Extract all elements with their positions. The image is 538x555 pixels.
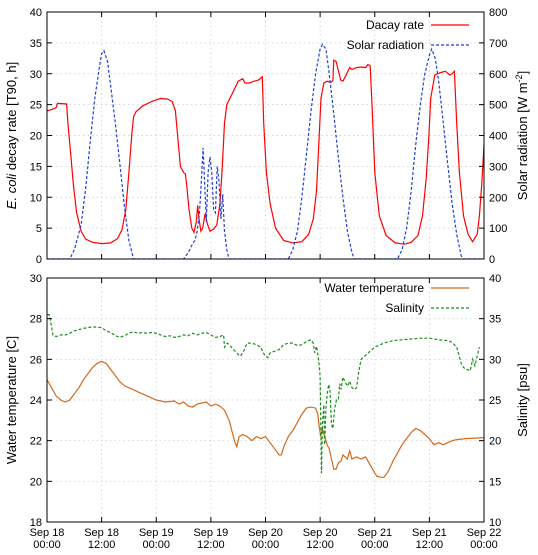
y-axis-label-left: Water temperature [C]	[4, 336, 19, 464]
panel-2: 18 20 22 24 26 28 30 10 15 20 25 30 35 40 Sep 18 00:00 S…	[4, 273, 530, 551]
y-tick-label-left: 0	[36, 254, 42, 266]
series-line-1-1	[47, 59, 484, 245]
x-tick-label: Sep 20 12:00	[303, 527, 338, 550]
legend-label: Dacay rate	[366, 18, 424, 32]
y-tick-label-right: 500	[489, 100, 507, 112]
y-tick-label-right: 0	[489, 254, 495, 266]
x-tick-label: Sep 19 12:00	[193, 527, 228, 550]
x-tick-label: Sep 19 00:00	[139, 527, 174, 550]
y-tick-label-left: 30	[30, 69, 42, 81]
y-tick-label-left: 40	[30, 7, 42, 19]
y-tick-label-left: 35	[30, 38, 42, 50]
legend-label: Salinity	[385, 301, 424, 315]
legend: Dacay rate Solar radiation	[347, 18, 469, 52]
y-tick-label-right: 300	[489, 161, 507, 173]
y-tick-label-right: 100	[489, 223, 507, 235]
y-tick-label-right: 200	[489, 192, 507, 204]
legend: Water temperature Salinity	[324, 281, 469, 315]
y-tick-label-left: 10	[30, 192, 42, 204]
legend-label: Water temperature	[324, 281, 424, 295]
series-line-2-1	[47, 360, 484, 478]
x-tick-label: Sep 21 12:00	[412, 527, 447, 550]
y-tick-label-left: 22	[30, 436, 42, 448]
y-tick-label-left: 28	[30, 314, 42, 326]
y-tick-label-left: 20	[30, 131, 42, 143]
y-tick-label-left: 18	[30, 517, 42, 529]
y-tick-label-left: 5	[36, 223, 42, 235]
panel-1: 0510152025303540010020030040050060070080…	[4, 7, 530, 266]
y-tick-label-right: 400	[489, 131, 507, 143]
y-tick-label-right: 25	[489, 395, 501, 407]
y-tick-label-left: 25	[30, 100, 42, 112]
y-axis-label-left: E. coli decay rate [T90, h]	[4, 62, 19, 209]
series-line-2-2	[47, 314, 480, 474]
series-line-1-2	[47, 43, 484, 259]
y-tick-label-right: 10	[489, 517, 501, 529]
y-tick-label-right: 700	[489, 38, 507, 50]
y-tick-label-left: 20	[30, 476, 42, 488]
x-tick-label: Sep 20 00:00	[248, 527, 283, 550]
y-tick-label-right: 35	[489, 314, 501, 326]
y-axis-label-right: Solar radiation [W m-2]	[514, 71, 530, 200]
legend-label: Solar radiation	[347, 38, 424, 52]
y-tick-label-right: 800	[489, 7, 507, 19]
y-tick-label-right: 20	[489, 436, 501, 448]
y-tick-label-right: 600	[489, 69, 507, 81]
y-axis-label-right: Salinity [psu]	[515, 363, 530, 437]
y-tick-label-left: 30	[30, 273, 42, 285]
y-tick-label-right: 15	[489, 476, 501, 488]
y-tick-label-left: 24	[30, 395, 42, 407]
x-tick-label: Sep 18 00:00	[30, 527, 65, 550]
x-tick-label: Sep 22 00:00	[467, 527, 502, 550]
y-tick-label-left: 15	[30, 161, 42, 173]
y-tick-label-right: 40	[489, 273, 501, 285]
x-tick-label: Sep 18 12:00	[84, 527, 119, 550]
x-tick-label: Sep 21 00:00	[357, 527, 392, 550]
y-tick-label-left: 26	[30, 354, 42, 366]
y-tick-label-right: 30	[489, 354, 501, 366]
